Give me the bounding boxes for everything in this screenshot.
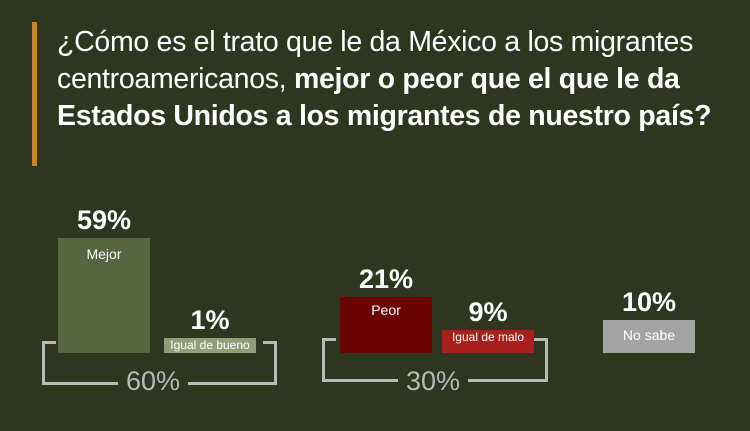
bar-label: Igual de bueno <box>170 338 250 352</box>
bar-label: Igual de malo <box>451 330 525 344</box>
bar-label: No sabe <box>622 327 676 343</box>
value-label: 1% <box>190 305 230 335</box>
title-bold: mejor o peor que el que le da Estados Un… <box>57 63 712 132</box>
group-total-negative: 30% <box>398 366 469 397</box>
bar-label: Mejor <box>86 245 122 262</box>
bar-igual-de-bueno: Igual de bueno <box>164 338 256 353</box>
value-label: 59% <box>76 204 132 235</box>
chart-title: ¿Cómo es el trato que le da México a los… <box>57 24 737 135</box>
bar-no-sabe: No sabe <box>603 320 695 353</box>
title-accent-bar <box>32 22 37 166</box>
value-label: 21% <box>358 264 414 294</box>
value-label: 10% <box>621 287 677 317</box>
bar-label: Peor <box>371 302 401 318</box>
bar-mejor: Mejor <box>58 237 150 353</box>
group-total-positive: 60% <box>118 366 189 397</box>
bar-peor: Peor <box>340 297 432 353</box>
title-regular: ¿Cómo es el trato que le da México a los… <box>57 26 694 95</box>
value-label: 9% <box>468 297 508 327</box>
bar-igual-de-malo: Igual de malo <box>442 330 534 353</box>
